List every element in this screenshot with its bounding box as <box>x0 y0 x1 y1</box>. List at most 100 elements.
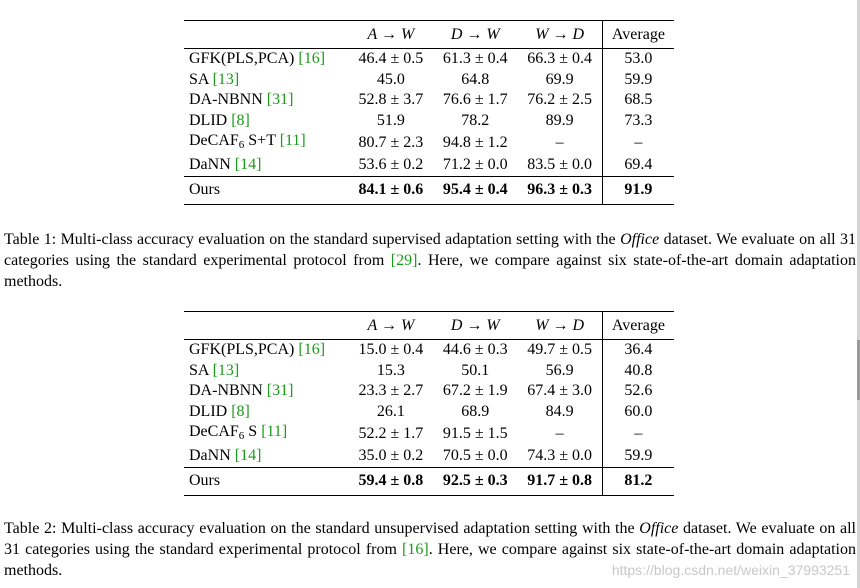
method-cell: GFK(PLS,PCA) [16] <box>184 49 349 70</box>
caption-text: dataset. We evaluate on all 31 categorie… <box>4 520 856 558</box>
header-a-to-w: A → W <box>367 316 415 334</box>
value-cell: 64.8 <box>461 70 490 88</box>
average-cell: – <box>601 422 674 446</box>
method-name: DLID <box>189 111 232 129</box>
average-cell: 53.0 <box>601 48 674 70</box>
citation-link[interactable]: [14] <box>234 156 262 174</box>
citation-link[interactable]: [29] <box>390 252 418 269</box>
ours-row: Ours 59.4 ± 0.8 92.5 ± 0.3 91.7 ± 0.8 81… <box>184 467 674 495</box>
results-table-2: A → W D → W W → D Average GFK(PLS,PCA) [… <box>184 311 674 496</box>
value-cell: 23.3 ± 2.7 <box>358 382 424 400</box>
header-average: Average <box>601 311 674 340</box>
value-cell: 70.5 ± 0.0 <box>442 447 508 465</box>
method-name: DA-NBNN <box>189 91 267 109</box>
method-cell: DA-NBNN [31] <box>184 381 349 402</box>
table-row: SA [13] 15.3 50.1 56.9 40.8 <box>184 360 674 382</box>
value-cell: 56.9 <box>545 361 574 379</box>
average-cell: 68.5 <box>601 90 674 111</box>
citation-link[interactable]: [11] <box>279 132 306 149</box>
value-cell: 26.1 <box>376 402 405 420</box>
table-row: DaNN [14] 53.6 ± 0.2 71.2 ± 0.0 83.5 ± 0… <box>184 155 674 176</box>
method-subscript: 6 <box>238 430 245 442</box>
citation-link[interactable]: [13] <box>212 70 240 88</box>
method-cell: SA [13] <box>184 70 349 91</box>
method-name: GFK(PLS,PCA) <box>189 341 299 359</box>
scrollbar-thumb[interactable] <box>857 340 860 400</box>
value-cell: 91.5 ± 1.5 <box>442 425 508 442</box>
method-subscript: 6 <box>238 139 245 151</box>
citation-link[interactable]: [31] <box>266 91 294 109</box>
table-1-caption: Table 1: Multi-class accuracy evaluation… <box>4 229 856 292</box>
table-row: GFK(PLS,PCA) [16] 46.4 ± 0.5 61.3 ± 0.4 … <box>184 48 674 70</box>
value-cell: 69.9 <box>545 70 574 88</box>
caption-italic: Office <box>620 231 660 248</box>
method-cell: DA-NBNN [31] <box>184 90 349 111</box>
header-w-to-d: W → D <box>535 316 585 334</box>
value-cell: 74.3 ± 0.0 <box>527 447 593 465</box>
value-cell: 51.9 <box>376 111 405 129</box>
method-cell: GFK(PLS,PCA) [16] <box>184 340 349 361</box>
table-row: GFK(PLS,PCA) [16] 15.0 ± 0.4 44.6 ± 0.3 … <box>184 339 674 361</box>
table-row: DLID [8] 26.1 68.9 84.9 60.0 <box>184 401 674 423</box>
value-cell: 50.1 <box>461 361 490 379</box>
value-cell: 91.7 ± 0.8 <box>527 472 593 489</box>
header-d-to-w: D → W <box>450 25 500 43</box>
citation-link[interactable]: [11] <box>261 423 288 440</box>
citation-link[interactable]: [13] <box>212 361 240 379</box>
header-a-to-w: A → W <box>367 25 415 43</box>
average-cell: 59.9 <box>601 69 674 90</box>
value-cell: 76.6 ± 1.7 <box>442 91 508 109</box>
value-cell: 52.2 ± 1.7 <box>358 425 424 442</box>
citation-link[interactable]: [16] <box>298 50 326 68</box>
caption-text: dataset. We evaluate on all 31 categorie… <box>4 231 856 269</box>
value-cell: 89.9 <box>545 111 574 129</box>
method-cell: SA [13] <box>184 361 349 382</box>
citation-link[interactable]: [31] <box>266 382 294 400</box>
value-cell: 96.3 ± 0.3 <box>527 181 593 198</box>
value-cell: 45.0 <box>376 70 405 88</box>
method-cell: DLID [8] <box>184 402 349 423</box>
header-average: Average <box>601 20 674 49</box>
method-cell: DaNN [14] <box>184 155 349 176</box>
value-cell: 35.0 ± 0.2 <box>358 447 424 465</box>
header-w-to-d: W → D <box>535 25 585 43</box>
value-cell: 61.3 ± 0.4 <box>442 50 508 68</box>
average-cell: 91.9 <box>601 176 674 204</box>
value-cell: 15.0 ± 0.4 <box>358 341 424 359</box>
value-cell: 92.5 ± 0.3 <box>442 472 508 489</box>
citation-link[interactable]: [14] <box>234 447 262 465</box>
citation-link[interactable]: [16] <box>298 341 326 359</box>
average-cell: 59.9 <box>601 446 674 467</box>
average-cell: – <box>601 131 674 155</box>
value-cell: 53.6 ± 0.2 <box>358 156 424 174</box>
value-cell: 84.9 <box>545 402 574 420</box>
table-row: DLID [8] 51.9 78.2 89.9 73.3 <box>184 110 674 131</box>
method-cell: DaNN [14] <box>184 446 349 467</box>
table-2-caption: Table 2: Multi-class accuracy evaluation… <box>4 518 856 581</box>
citation-link[interactable]: [8] <box>231 111 250 129</box>
table-header-row: A → W D → W W → D Average <box>184 20 674 49</box>
ours-row: Ours 84.1 ± 0.6 95.4 ± 0.4 96.3 ± 0.3 91… <box>184 176 674 204</box>
header-d-to-w: D → W <box>450 316 500 334</box>
method-name: DA-NBNN <box>189 382 267 400</box>
method-name: DaNN <box>189 447 235 465</box>
citation-link[interactable]: [16] <box>402 541 429 558</box>
value-cell: 59.4 ± 0.8 <box>358 472 424 489</box>
value-cell: 94.8 ± 1.2 <box>442 134 508 151</box>
value-cell: – <box>555 134 564 151</box>
value-cell: 49.7 ± 0.5 <box>527 341 593 359</box>
method-suffix: S+T <box>244 132 280 149</box>
citation-link[interactable]: [8] <box>231 402 250 420</box>
table-row: DA-NBNN [31] 23.3 ± 2.7 67.2 ± 1.9 67.4 … <box>184 381 674 402</box>
value-cell: 76.2 ± 2.5 <box>527 91 593 109</box>
value-cell: 71.2 ± 0.0 <box>442 156 508 174</box>
value-cell: 15.3 <box>376 361 405 379</box>
method-cell: DeCAF6 S+T [11] <box>184 131 349 155</box>
caption-text: Table 1: Multi-class accuracy evaluation… <box>4 231 621 248</box>
value-cell: 52.8 ± 3.7 <box>358 91 424 109</box>
value-cell: 66.3 ± 0.4 <box>527 50 593 68</box>
value-cell: 84.1 ± 0.6 <box>358 181 424 198</box>
average-cell: 73.3 <box>601 110 674 131</box>
value-cell: 78.2 <box>461 111 490 129</box>
